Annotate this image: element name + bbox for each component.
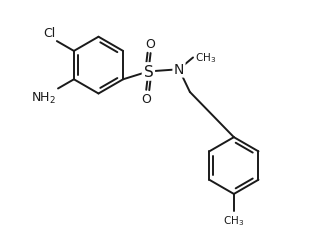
Text: S: S [144, 65, 153, 80]
Text: N: N [174, 63, 184, 77]
Text: O: O [146, 38, 155, 51]
Text: NH$_2$: NH$_2$ [31, 91, 56, 106]
Text: CH$_3$: CH$_3$ [195, 51, 216, 65]
Text: CH$_3$: CH$_3$ [223, 213, 244, 227]
Text: Cl: Cl [43, 27, 55, 40]
Text: O: O [141, 93, 151, 106]
